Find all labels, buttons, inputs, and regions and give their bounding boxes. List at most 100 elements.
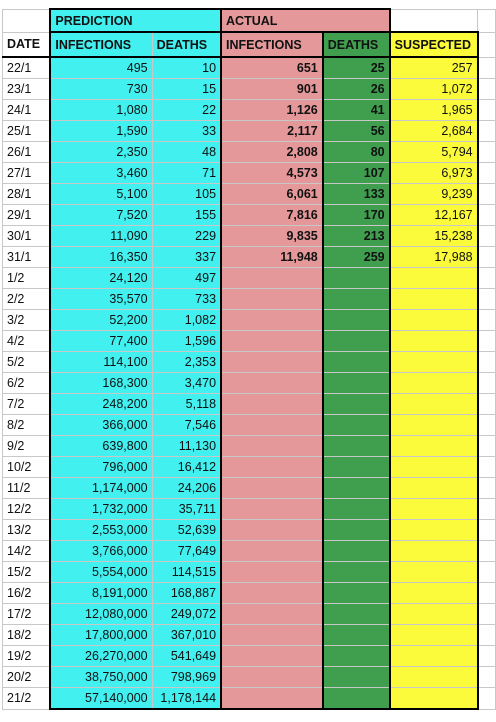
cell: 25 bbox=[321, 56, 391, 79]
cell: 248,200 bbox=[49, 393, 153, 415]
data-row: 15/2 5,554,000 114,515 bbox=[2, 561, 496, 583]
header-row: DATE INFECTIONS DEATHS INFECTIONS DEATHS… bbox=[2, 31, 496, 58]
date-cell: 4/2 bbox=[2, 330, 51, 352]
data-row: 17/2 12,080,000 249,072 bbox=[2, 603, 496, 625]
cell bbox=[477, 288, 496, 310]
date-cell: 31/1 bbox=[2, 246, 51, 268]
cell: 5,794 bbox=[389, 141, 479, 163]
cell bbox=[389, 435, 479, 457]
cell: 7,816 bbox=[220, 204, 324, 226]
cell: 52,639 bbox=[151, 519, 223, 541]
cell: 1,965 bbox=[389, 99, 479, 121]
date-cell: 11/2 bbox=[2, 477, 51, 499]
cell: 168,300 bbox=[49, 372, 153, 394]
date-cell: 9/2 bbox=[2, 435, 51, 457]
cell: 901 bbox=[220, 78, 324, 100]
cell: 1,072 bbox=[389, 78, 479, 100]
cell: 4,573 bbox=[220, 162, 324, 184]
cell: 114,515 bbox=[151, 561, 223, 583]
cell bbox=[321, 498, 391, 520]
cell: 796,000 bbox=[49, 456, 153, 478]
column-header: DEATHS bbox=[321, 31, 391, 58]
cell: 26,270,000 bbox=[49, 645, 153, 667]
cell: 24,206 bbox=[151, 477, 223, 499]
cell: 71 bbox=[151, 162, 223, 184]
group-row: PREDICTION ACTUAL bbox=[2, 8, 496, 33]
date-cell: 8/2 bbox=[2, 414, 51, 436]
cell bbox=[321, 435, 391, 457]
date-cell: 22/1 bbox=[2, 56, 51, 79]
cell: 77,400 bbox=[49, 330, 153, 352]
date-cell: 25/1 bbox=[2, 120, 51, 142]
cell bbox=[220, 519, 324, 541]
date-cell: 18/2 bbox=[2, 624, 51, 646]
cell bbox=[477, 540, 496, 562]
cell: 9,239 bbox=[389, 183, 479, 205]
cell: 52,200 bbox=[49, 309, 153, 331]
cell: 9,835 bbox=[220, 225, 324, 247]
cell: 2,117 bbox=[220, 120, 324, 142]
cell bbox=[321, 624, 391, 646]
cell: 541,649 bbox=[151, 645, 223, 667]
cell: 3,766,000 bbox=[49, 540, 153, 562]
cell: 249,072 bbox=[151, 603, 223, 625]
cell: 6,973 bbox=[389, 162, 479, 184]
cell bbox=[321, 687, 391, 710]
date-cell: 20/2 bbox=[2, 666, 51, 688]
cell: 213 bbox=[321, 225, 391, 247]
data-row: 2/2 35,570 733 bbox=[2, 288, 496, 310]
cell: 6,061 bbox=[220, 183, 324, 205]
cell bbox=[321, 372, 391, 394]
column-header: SUSPECTED bbox=[389, 31, 479, 58]
data-row: 16/2 8,191,000 168,887 bbox=[2, 582, 496, 604]
cell bbox=[477, 372, 496, 394]
cell bbox=[220, 435, 324, 457]
cell: 2,553,000 bbox=[49, 519, 153, 541]
cell bbox=[321, 309, 391, 331]
cell bbox=[220, 540, 324, 562]
date-cell: 29/1 bbox=[2, 204, 51, 226]
cell: 2,353 bbox=[151, 351, 223, 373]
date-cell: 6/2 bbox=[2, 372, 51, 394]
data-row: 26/1 2,350 48 2,808 80 5,794 bbox=[2, 141, 496, 163]
data-row: 31/1 16,350 337 11,948 259 17,988 bbox=[2, 246, 496, 268]
date-cell: 14/2 bbox=[2, 540, 51, 562]
data-row: 14/2 3,766,000 77,649 bbox=[2, 540, 496, 562]
cell bbox=[389, 603, 479, 625]
cell: 3,470 bbox=[151, 372, 223, 394]
data-row: 10/2 796,000 16,412 bbox=[2, 456, 496, 478]
cell bbox=[389, 498, 479, 520]
cell bbox=[220, 603, 324, 625]
data-row: 13/2 2,553,000 52,639 bbox=[2, 519, 496, 541]
cell bbox=[389, 288, 479, 310]
cell: 2,684 bbox=[389, 120, 479, 142]
data-row: 7/2 248,200 5,118 bbox=[2, 393, 496, 415]
cell: 7,520 bbox=[49, 204, 153, 226]
cell bbox=[220, 666, 324, 688]
cell bbox=[321, 666, 391, 688]
cell bbox=[477, 78, 496, 100]
cell: 1,732,000 bbox=[49, 498, 153, 520]
cell bbox=[220, 330, 324, 352]
cell bbox=[477, 246, 496, 268]
cell: 1,590 bbox=[49, 120, 153, 142]
date-cell: 19/2 bbox=[2, 645, 51, 667]
data-row: 19/2 26,270,000 541,649 bbox=[2, 645, 496, 667]
cell bbox=[220, 351, 324, 373]
data-row: 12/2 1,732,000 35,711 bbox=[2, 498, 496, 520]
cell bbox=[321, 393, 391, 415]
cell bbox=[321, 414, 391, 436]
cell: 56 bbox=[321, 120, 391, 142]
cell: 1,596 bbox=[151, 330, 223, 352]
cell: 114,100 bbox=[49, 351, 153, 373]
cell: 24,120 bbox=[49, 267, 153, 289]
date-cell: 15/2 bbox=[2, 561, 51, 583]
cell bbox=[389, 414, 479, 436]
cell bbox=[477, 141, 496, 163]
cell: 1,174,000 bbox=[49, 477, 153, 499]
data-row: 21/2 57,140,000 1,178,144 bbox=[2, 687, 496, 710]
cell bbox=[220, 582, 324, 604]
cell bbox=[220, 288, 324, 310]
cell: 155 bbox=[151, 204, 223, 226]
